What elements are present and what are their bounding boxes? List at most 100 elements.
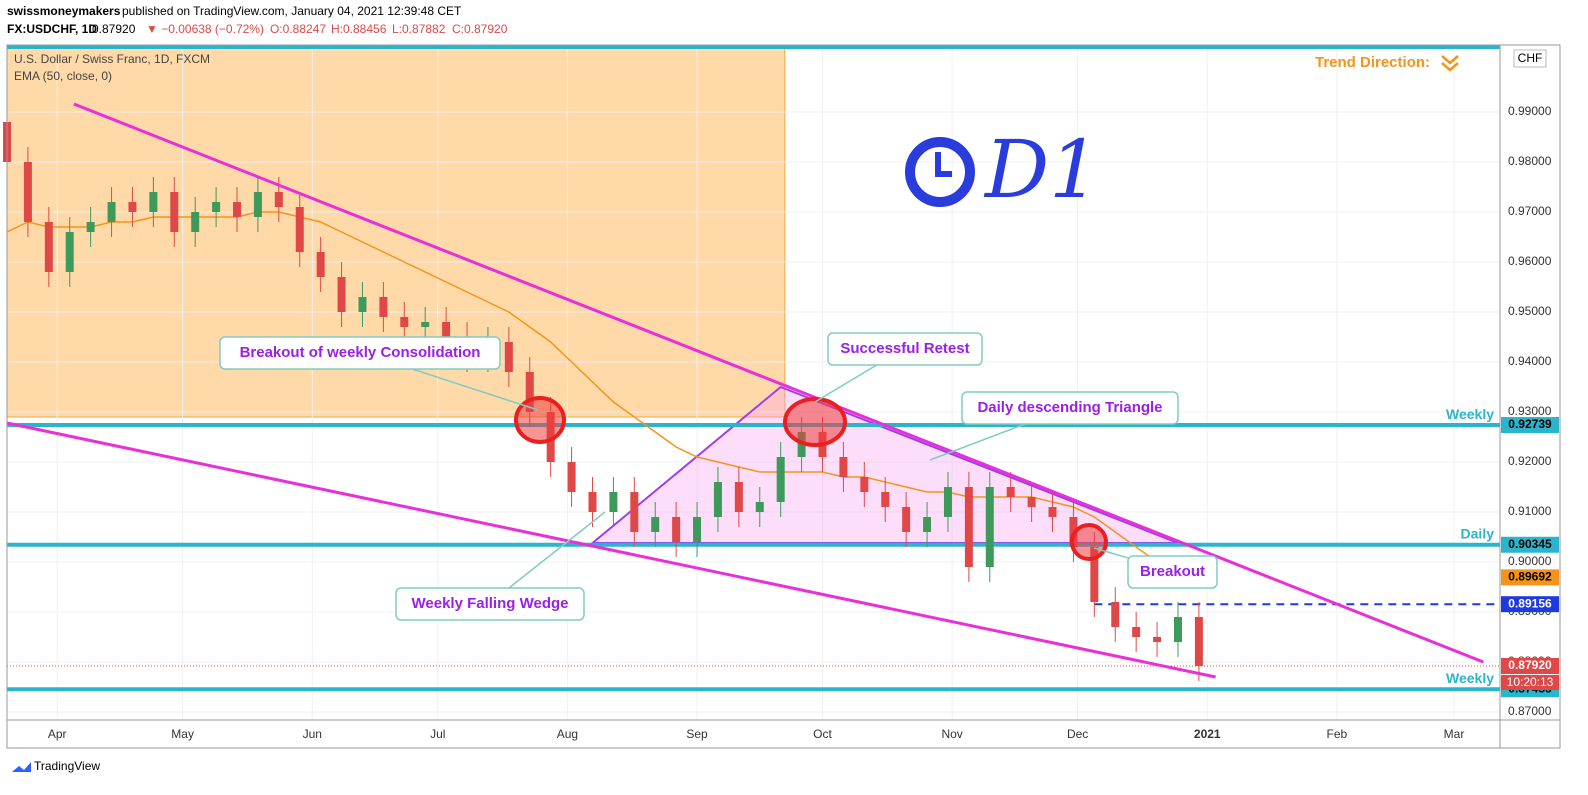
candle-body: [253, 192, 262, 217]
candle-body: [504, 342, 513, 372]
candle-body: [693, 517, 702, 542]
candle-body: [902, 507, 911, 532]
price-tag: [1501, 417, 1559, 434]
candle-body: [128, 202, 137, 212]
y-tick-label: 0.91000: [1508, 504, 1552, 518]
level-label: Weekly: [1446, 406, 1494, 422]
callout-box: [827, 332, 983, 366]
level-label: Daily: [1461, 525, 1495, 541]
candle-body: [316, 252, 325, 277]
candle-body: [1153, 637, 1162, 642]
trendline: [73, 102, 1484, 664]
trendline: [6, 421, 1216, 679]
x-tick-label: Oct: [813, 727, 832, 741]
x-tick-label: Jul: [430, 727, 445, 741]
published: published on TradingView.com, January 04…: [122, 4, 462, 18]
price-tag: [1501, 596, 1559, 613]
candle-body: [839, 457, 848, 477]
candle-body: [985, 487, 994, 567]
ohlc-high: H:0.88456: [331, 22, 387, 36]
candle-body: [651, 517, 660, 532]
legend-title: U.S. Dollar / Swiss Franc, 1D, FXCM: [14, 52, 210, 66]
candle-body: [44, 222, 53, 272]
candle-body: [860, 477, 869, 492]
symbol: FX:USDCHF, 1D: [7, 22, 97, 36]
candle-body: [442, 322, 451, 337]
candle-body: [107, 202, 116, 222]
candle-body: [65, 232, 74, 272]
currency-box: [1513, 49, 1547, 68]
frame: [6, 44, 1561, 749]
ema-line: [6, 211, 1200, 579]
candle-body: [149, 192, 158, 212]
candle-body: [337, 277, 346, 312]
y-tick-label: 0.95000: [1508, 304, 1552, 318]
candle-body: [233, 202, 242, 217]
price-tag-label: 0.89156: [1508, 596, 1552, 610]
candle-body: [881, 492, 890, 507]
callout-box: [219, 336, 501, 370]
x-tick-label: Feb: [1327, 727, 1348, 741]
brand: TradingView: [34, 759, 100, 773]
handwriting: D1: [983, 123, 1100, 216]
x-tick-label: Jun: [303, 727, 322, 741]
candle-body: [86, 222, 95, 232]
y-tick-label: 0.98000: [1508, 154, 1552, 168]
annotation: Successful Retest: [840, 340, 969, 357]
price-tag-label: 0.89692: [1508, 570, 1552, 584]
last: 0.87920: [92, 22, 136, 36]
candle-body: [525, 372, 534, 412]
y-tick-label: 0.87000: [1508, 704, 1552, 718]
price-tag: [1501, 569, 1559, 586]
candle-body: [1048, 507, 1057, 517]
x-tick-label: Aug: [557, 727, 578, 741]
candle-body: [943, 487, 952, 517]
y-tick-label: 0.97000: [1508, 204, 1552, 218]
candle-body: [1006, 487, 1015, 497]
candle-body: [672, 517, 681, 542]
x-tick-label: Mar: [1444, 727, 1465, 741]
trend-arrows: [1441, 55, 1459, 72]
callout-box: [1127, 555, 1218, 589]
candle-body: [1027, 497, 1036, 507]
highlight-circle: [783, 397, 847, 447]
brand-logo: [12, 762, 31, 772]
x-tick-label: Nov: [941, 727, 962, 741]
price-tag-label: 0.92739: [1508, 417, 1552, 431]
candle-body: [1132, 627, 1141, 637]
annotation: Breakout: [1140, 563, 1205, 580]
y-tick-label: 0.93000: [1508, 404, 1552, 418]
clock-hands: [935, 152, 952, 177]
price-tag-label: 0.90345: [1508, 537, 1552, 551]
candle-body: [191, 212, 200, 232]
candle-body: [421, 322, 430, 327]
countdown: 10:20:13: [1507, 675, 1554, 689]
candle-body: [567, 462, 576, 492]
candle-body: [1111, 602, 1120, 627]
price-tag: [1501, 536, 1559, 553]
clock-icon: [905, 137, 975, 207]
price-tag-label: 0.87920: [1508, 658, 1552, 672]
candle-body: [1194, 617, 1203, 666]
candle-body: [23, 162, 32, 222]
level-label: Weekly: [1446, 670, 1494, 686]
x-tick-label: Dec: [1067, 727, 1088, 741]
candle-body: [170, 192, 179, 232]
candle-body: [964, 487, 973, 567]
candle-body: [212, 202, 221, 212]
y-tick-label: 0.90000: [1508, 554, 1552, 568]
trend-label: Trend Direction:: [1315, 54, 1430, 71]
x-tick-label: Sep: [686, 727, 708, 741]
candle-body: [776, 457, 785, 502]
annotation: Breakout of weekly Consolidation: [240, 344, 481, 361]
candle-body: [274, 192, 283, 207]
candle-body: [734, 482, 743, 512]
candle-body: [755, 502, 764, 512]
candle-body: [713, 482, 722, 517]
candle-body: [379, 297, 388, 317]
candle-body: [358, 297, 367, 312]
highlight-circle: [514, 396, 566, 444]
candle-body: [295, 207, 304, 252]
candle-body: [630, 492, 639, 532]
